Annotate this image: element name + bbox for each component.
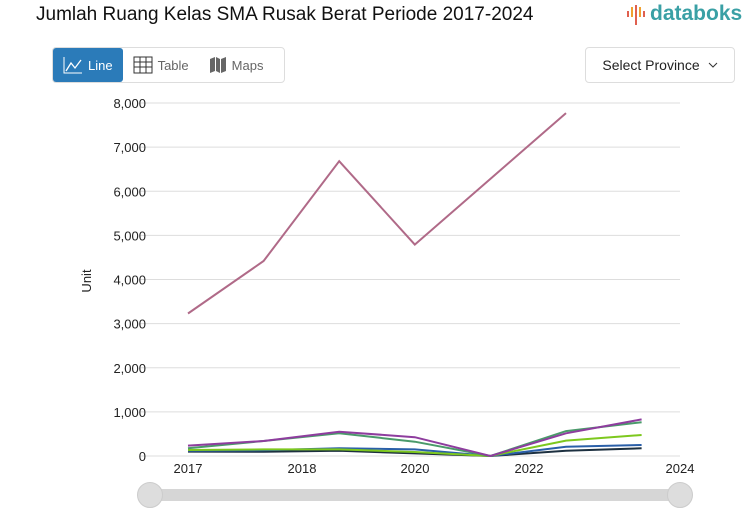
x-tick-label: 2020 — [401, 461, 430, 476]
logo-icon — [627, 5, 645, 25]
province-select-label: Select Province — [602, 57, 700, 73]
series-line — [187, 112, 567, 315]
map-icon — [209, 57, 226, 73]
y-tick-label: 5,000 — [113, 228, 146, 243]
y-tick-label: 1,000 — [113, 405, 146, 420]
x-tick-label: 2018 — [288, 461, 317, 476]
y-tick-label: 3,000 — [113, 317, 146, 332]
x-tick-label: 2022 — [515, 461, 544, 476]
line-chart-icon — [63, 57, 82, 74]
chevron-down-icon — [708, 62, 717, 68]
range-handle-left[interactable] — [137, 482, 163, 508]
chart-title: Jumlah Ruang Kelas SMA Rusak Berat Perio… — [36, 4, 534, 25]
tab-table-label: Table — [157, 57, 189, 73]
tab-maps-label: Maps — [231, 57, 264, 73]
x-tick-label: 2017 — [174, 461, 203, 476]
y-tick-label: 6,000 — [113, 184, 146, 199]
x-tick-label: 2024 — [666, 461, 695, 476]
y-tick-label: 0 — [139, 449, 146, 464]
tab-table[interactable]: Table — [123, 48, 199, 82]
y-tick-label: 8,000 — [113, 96, 146, 111]
y-tick-label: 4,000 — [113, 273, 146, 288]
tab-maps[interactable]: Maps — [199, 48, 274, 82]
y-axis-label: Unit — [79, 269, 94, 293]
tab-line[interactable]: Line — [53, 48, 123, 82]
series-line — [187, 434, 642, 458]
series-line — [187, 418, 642, 458]
databoks-logo: databoks — [626, 2, 742, 26]
y-tick-label: 2,000 — [113, 361, 146, 376]
y-tick-label: 7,000 — [113, 140, 146, 155]
range-handle-right[interactable] — [667, 482, 693, 508]
logo-text: databoks — [650, 2, 743, 25]
series-line — [187, 447, 642, 458]
view-tabs: Line Table Maps — [52, 47, 285, 83]
range-scrollbar[interactable] — [140, 489, 685, 501]
province-select[interactable]: Select Province — [585, 47, 735, 83]
tab-line-label: Line — [88, 57, 113, 73]
table-icon — [133, 56, 153, 74]
